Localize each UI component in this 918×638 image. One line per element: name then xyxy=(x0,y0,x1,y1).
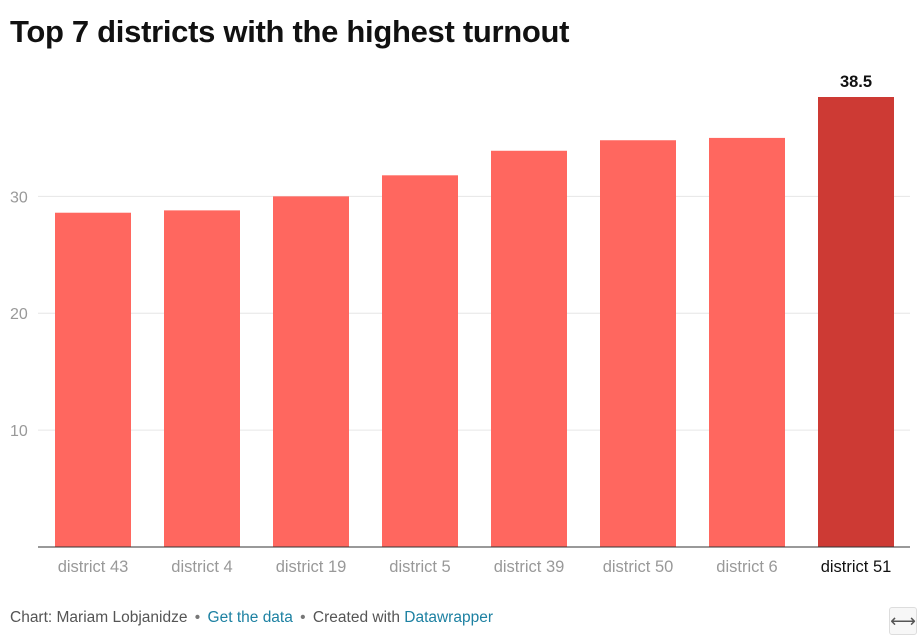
y-tick-label: 10 xyxy=(10,423,28,440)
y-axis-ticks: 10 20 30 xyxy=(10,189,28,440)
x-tick-label: district 43 xyxy=(58,558,129,576)
bar-district-5 xyxy=(382,175,458,547)
x-axis-labels: district 43 district 4 district 19 district… xyxy=(58,558,892,576)
bar-district-51 xyxy=(818,97,894,547)
bar-district-4 xyxy=(164,210,240,547)
x-tick-label: district 19 xyxy=(276,558,347,576)
footer-separator: • xyxy=(194,609,201,626)
data-labels: 38.5 xyxy=(840,73,872,91)
expand-button[interactable]: ⟷ xyxy=(889,607,917,635)
y-tick-label: 30 xyxy=(10,189,28,206)
x-tick-label: district 50 xyxy=(603,558,674,576)
datawrapper-link[interactable]: Datawrapper xyxy=(404,609,493,626)
created-with-text: Created with xyxy=(312,609,400,626)
horizontal-arrows-icon: ⟷ xyxy=(890,610,916,631)
bar-district-39 xyxy=(491,150,567,547)
y-tick-label: 20 xyxy=(10,306,28,323)
bar-district-6 xyxy=(709,137,785,547)
chart-credit: Chart: Mariam Lobjanidze xyxy=(10,609,188,626)
bar-district-50 xyxy=(600,140,676,547)
chart-footer: Chart: Mariam Lobjanidze • Get the data … xyxy=(10,609,493,627)
data-label: 38.5 xyxy=(840,73,872,91)
bar-district-43 xyxy=(55,212,131,547)
x-tick-label: district 51 xyxy=(821,558,892,576)
get-the-data-link[interactable]: Get the data xyxy=(207,609,293,626)
bars xyxy=(55,97,894,547)
x-tick-label: district 39 xyxy=(494,558,565,576)
x-tick-label: district 5 xyxy=(389,558,450,576)
x-tick-label: district 6 xyxy=(716,558,777,576)
chart-title: Top 7 districts with the highest turnout xyxy=(10,14,570,49)
x-tick-label: district 4 xyxy=(171,558,232,576)
bar-district-19 xyxy=(273,196,349,547)
footer-separator: • xyxy=(300,609,306,626)
